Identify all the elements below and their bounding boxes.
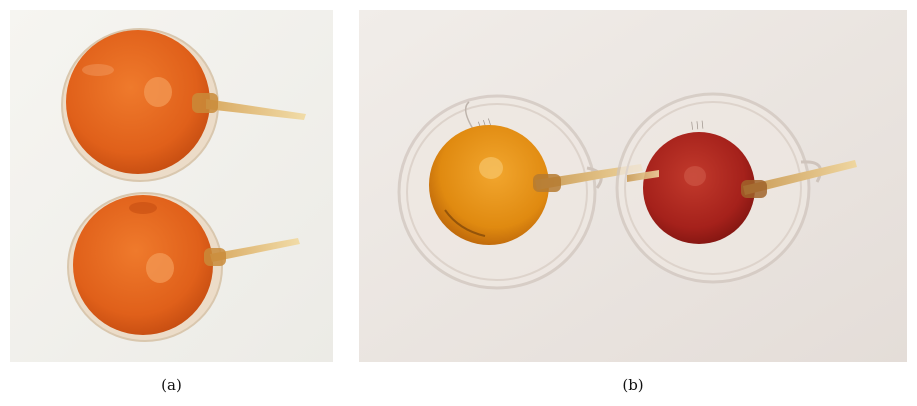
beaker-upper [61, 28, 306, 182]
beaker-photo-a [10, 10, 333, 362]
svg-text:| | |: | | | [690, 120, 704, 130]
caption-a: (a) [161, 376, 182, 394]
beaker-lower [67, 192, 300, 342]
photo-panel-b: | | | | | | [359, 10, 907, 362]
beaker-left: | | | [397, 94, 643, 290]
caption-b: (b) [622, 376, 644, 394]
beaker-photo-b: | | | | | | [359, 10, 907, 362]
photo-panel-a [10, 10, 333, 362]
beaker-right: | | | [615, 92, 857, 284]
